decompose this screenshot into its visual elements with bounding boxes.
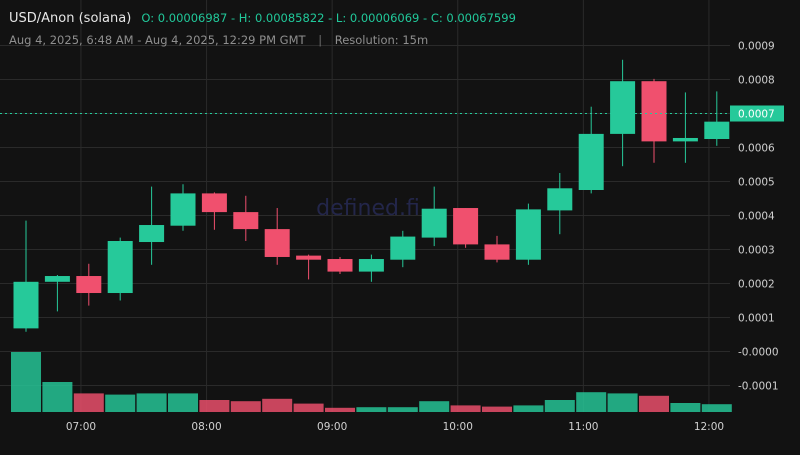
resolution-label: Resolution: 15m: [334, 33, 429, 47]
price-tick-label: 0.0008: [738, 75, 775, 87]
volume-bar: [293, 403, 324, 412]
price-tick-label: 0.0006: [738, 143, 775, 155]
candle-body[interactable]: [233, 212, 259, 230]
volume-bar: [576, 392, 607, 412]
current-price-badge: [730, 105, 784, 122]
volume-bar: [387, 407, 418, 412]
candle-body[interactable]: [264, 229, 290, 257]
candle-body[interactable]: [704, 121, 730, 139]
time-tick-label: 10:00: [443, 421, 473, 433]
volume-bar: [325, 407, 355, 412]
symbol-label: USD/Anon (solana): [9, 11, 132, 26]
price-tick-label: -0.0001: [738, 381, 779, 393]
volume-bar: [356, 407, 387, 412]
candle-body[interactable]: [139, 225, 165, 243]
volume-bar: [544, 400, 575, 412]
candle-body[interactable]: [515, 209, 541, 260]
volume-bar: [105, 394, 136, 412]
volume-bar: [262, 398, 293, 412]
price-tick-label: 0.0003: [738, 245, 775, 257]
volume-bar: [419, 401, 450, 412]
volume-bar: [199, 400, 230, 412]
ohlc-values: O: 0.00006987 - H: 0.00085822 - L: 0.000…: [141, 11, 516, 25]
candle-body[interactable]: [610, 81, 636, 134]
candle-body[interactable]: [327, 259, 353, 272]
volume-bar: [607, 393, 638, 412]
candle-body[interactable]: [358, 259, 384, 272]
volume-bar: [136, 393, 167, 412]
price-tick-label: 0.0004: [738, 211, 775, 223]
time-tick-label: 11:00: [568, 421, 598, 433]
candle-body[interactable]: [390, 236, 416, 260]
header-separator: |: [318, 33, 323, 47]
volume-bar: [670, 403, 701, 412]
candle-body[interactable]: [421, 208, 447, 238]
candle-body[interactable]: [641, 81, 667, 142]
volume-bar: [450, 405, 481, 412]
candle-body[interactable]: [453, 208, 479, 245]
volume-bar: [639, 395, 669, 412]
volume-bar: [11, 352, 41, 412]
time-tick-label: 07:00: [66, 421, 96, 433]
price-tick-label: 0.0005: [738, 177, 775, 189]
price-tick-label: 0.0009: [738, 41, 775, 53]
time-tick-label: 12:00: [694, 421, 724, 433]
candle-body[interactable]: [578, 133, 604, 190]
chart-header: USD/Anon (solana) O: 0.00006987 - H: 0.0…: [9, 11, 516, 26]
chart-subheader: Aug 4, 2025, 6:48 AM - Aug 4, 2025, 12:2…: [9, 33, 428, 47]
candle-body[interactable]: [547, 188, 573, 211]
volume-bar: [42, 382, 73, 412]
candle-body[interactable]: [107, 241, 133, 294]
price-tick-label: 0.0002: [738, 279, 775, 291]
candle-body[interactable]: [170, 193, 196, 226]
volume-bar: [73, 393, 104, 412]
price-tick-label: -0.0000: [738, 347, 779, 359]
volume-bar: [513, 405, 544, 412]
watermark-text: defined.fi: [316, 196, 420, 221]
volume-bar: [482, 406, 512, 412]
candle-body[interactable]: [76, 276, 102, 294]
time-tick-label: 09:00: [317, 421, 347, 433]
date-range-label: Aug 4, 2025, 6:48 AM - Aug 4, 2025, 12:2…: [9, 33, 306, 47]
candle-body[interactable]: [201, 193, 227, 213]
candle-body[interactable]: [484, 244, 510, 260]
time-tick-label: 08:00: [191, 421, 221, 433]
candle-body[interactable]: [13, 281, 39, 329]
candle-body[interactable]: [296, 255, 322, 260]
candle-body[interactable]: [672, 137, 698, 142]
volume-bar: [701, 404, 732, 412]
volume-bar: [168, 393, 198, 412]
price-tick-label: 0.0001: [738, 313, 775, 325]
volume-bar: [230, 401, 261, 412]
candle-body[interactable]: [44, 276, 70, 282]
current-price-label: 0.0007: [738, 109, 775, 121]
